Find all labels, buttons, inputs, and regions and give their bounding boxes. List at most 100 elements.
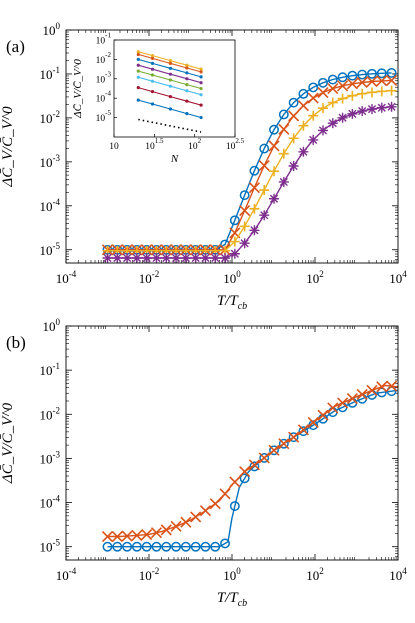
inset-data-point: [150, 102, 155, 106]
inset-y-tick-label: 10-2: [96, 51, 112, 66]
data-point: [278, 123, 290, 135]
data-point: [307, 92, 319, 104]
data-point: [376, 102, 387, 113]
y-tick-label: 10-1: [40, 361, 61, 378]
inset-y-tick-label: 10-5: [96, 109, 112, 124]
data-point: [337, 112, 348, 123]
y-tick-label: 10-2: [40, 405, 61, 422]
inset-y-tick-label: 10-3: [96, 70, 112, 85]
data-point: [112, 252, 123, 263]
data-point: [239, 190, 250, 201]
data-point: [229, 236, 240, 247]
data-point: [200, 541, 211, 552]
data-point: [357, 88, 368, 99]
data-point: [259, 185, 270, 196]
data-point: [357, 69, 368, 80]
inset-x-tick-label: 102: [188, 137, 202, 152]
data-point: [278, 176, 289, 187]
inset-series-3: [136, 57, 203, 79]
data-point: [199, 505, 212, 517]
data-point: [131, 529, 143, 541]
data-point: [141, 252, 152, 263]
y-axis-label: ΔC̄_V/C̄_V^0: [0, 106, 16, 188]
data-point: [220, 538, 230, 549]
data-point: [160, 524, 172, 536]
data-point: [308, 134, 319, 145]
data-point: [161, 541, 172, 552]
inset-data-point: [185, 111, 189, 116]
x-tick-label: 104: [389, 269, 407, 286]
inset-data-point: [168, 94, 172, 99]
x-tick-label: 102: [306, 566, 324, 583]
inset-reference-line: [138, 118, 202, 133]
series-2: [101, 380, 399, 543]
data-point: [131, 541, 142, 552]
inset-data-point: [150, 89, 155, 94]
data-point: [288, 431, 300, 443]
panel-label: (a): [6, 37, 25, 56]
data-point: [297, 424, 309, 436]
data-point: [346, 78, 358, 90]
data-point: [210, 541, 221, 552]
data-point: [386, 67, 397, 78]
y-tick-label: 10-3: [40, 153, 61, 170]
inset-data-point: [199, 115, 203, 120]
data-point: [278, 438, 289, 449]
inset-data-point: [199, 103, 203, 107]
inset-data-point: [168, 84, 172, 88]
inset-y-tick-label: 10-4: [96, 90, 112, 105]
data-point: [327, 402, 339, 414]
data-point: [239, 221, 250, 232]
inset-data-point: [150, 54, 155, 58]
chart-panel-b: 10-4 10-2 100 102 104 10-5 10-4 10-3 10-2 10-1 100…: [0, 317, 407, 609]
y-axis-label: ΔC̄_V/C̄_V^0: [0, 402, 16, 484]
inset-frame: [113, 39, 236, 138]
data-point: [269, 166, 280, 177]
inset-series-7: [136, 86, 203, 107]
x-tick-label: 10-4: [56, 566, 77, 583]
data-point: [259, 143, 270, 154]
inset-data-point: [136, 86, 140, 90]
inset-data-point: [185, 99, 189, 103]
inset-data-point: [168, 59, 172, 63]
data-point: [367, 68, 377, 79]
inset-data-point: [150, 79, 155, 83]
data-point: [327, 74, 338, 85]
inset-data-point: [150, 73, 155, 77]
data-point: [249, 165, 260, 176]
x-tick-label: 10-2: [139, 566, 160, 583]
data-point: [122, 252, 133, 263]
inset-data-point: [185, 82, 189, 87]
inset-data-point: [136, 52, 140, 57]
data-point: [171, 252, 182, 263]
data-point: [269, 445, 279, 456]
inset-data-point: [168, 61, 172, 65]
data-point: [180, 541, 191, 552]
y-tick-label: 10-5: [40, 538, 61, 555]
data-point: [386, 85, 397, 96]
y-tick-label: 10-1: [40, 65, 61, 82]
data-point: [180, 516, 192, 528]
data-point: [209, 498, 221, 510]
inset-data-point: [150, 61, 155, 65]
x-tick-label: 10-4: [56, 269, 77, 286]
inset-x-tick-label: 101.5: [145, 137, 164, 152]
data-point: [239, 473, 250, 484]
series-4: [102, 101, 397, 263]
inset-data-point: [199, 93, 203, 97]
data-point: [356, 388, 368, 400]
data-point: [210, 252, 221, 263]
data-point: [239, 238, 250, 249]
inset-data-point: [185, 63, 189, 67]
data-point: [150, 527, 163, 539]
data-point: [298, 120, 309, 131]
inset-data-point: [199, 70, 203, 74]
data-point: [151, 541, 162, 552]
data-point: [347, 90, 358, 101]
inset-data-point: [168, 66, 172, 70]
data-point: [307, 416, 319, 429]
data-point: [141, 529, 153, 541]
x-tick-label: 104: [389, 566, 407, 583]
data-point: [347, 108, 358, 119]
data-point: [259, 452, 270, 463]
